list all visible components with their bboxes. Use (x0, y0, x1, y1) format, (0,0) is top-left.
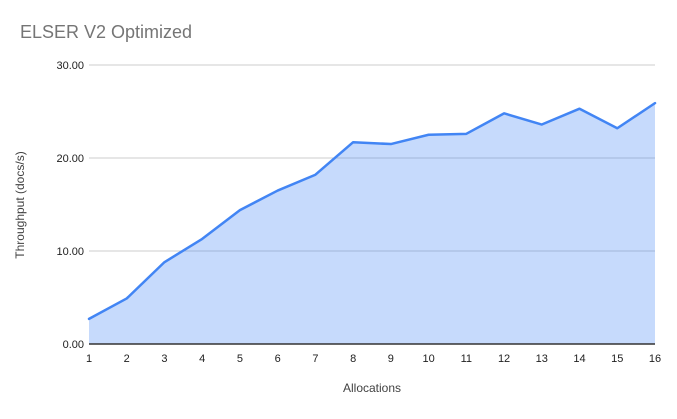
chart-title: ELSER V2 Optimized (20, 22, 193, 42)
data-line (87, 101, 657, 321)
y-tick-label: 30.00 (56, 60, 84, 72)
x-tick-label: 1 (86, 353, 92, 365)
x-tick-label: 6 (275, 353, 281, 365)
x-tick-labels: 1 2 3 4 5 6 7 8 9 10 11 12 13 14 15 16 (86, 353, 661, 365)
area-fill (89, 103, 655, 344)
x-tick-label: 4 (199, 353, 205, 365)
x-tick-label: 10 (422, 353, 434, 365)
x-tick-label: 13 (536, 353, 548, 365)
y-tick-labels: 0.00 10.00 20.00 30.00 (56, 60, 84, 351)
x-tick-label: 16 (649, 353, 661, 365)
x-tick-label: 5 (237, 353, 243, 365)
x-tick-label: 15 (611, 353, 623, 365)
x-tick-label: 3 (161, 353, 167, 365)
x-tick-label: 14 (573, 353, 585, 365)
x-tick-label: 7 (312, 353, 318, 365)
y-tick-label: 0.00 (63, 339, 84, 351)
x-tick-label: 12 (498, 353, 510, 365)
y-axis-title: Throughput (docs/s) (13, 151, 27, 259)
x-tick-label: 8 (350, 353, 356, 365)
y-tick-label: 20.00 (56, 153, 84, 165)
x-axis-title: Allocations (342, 381, 402, 395)
x-tick-label: 2 (124, 353, 130, 365)
x-tick-label: 11 (461, 353, 472, 365)
y-tick-label: 10.00 (56, 246, 84, 258)
x-tick-label: 9 (388, 353, 394, 365)
